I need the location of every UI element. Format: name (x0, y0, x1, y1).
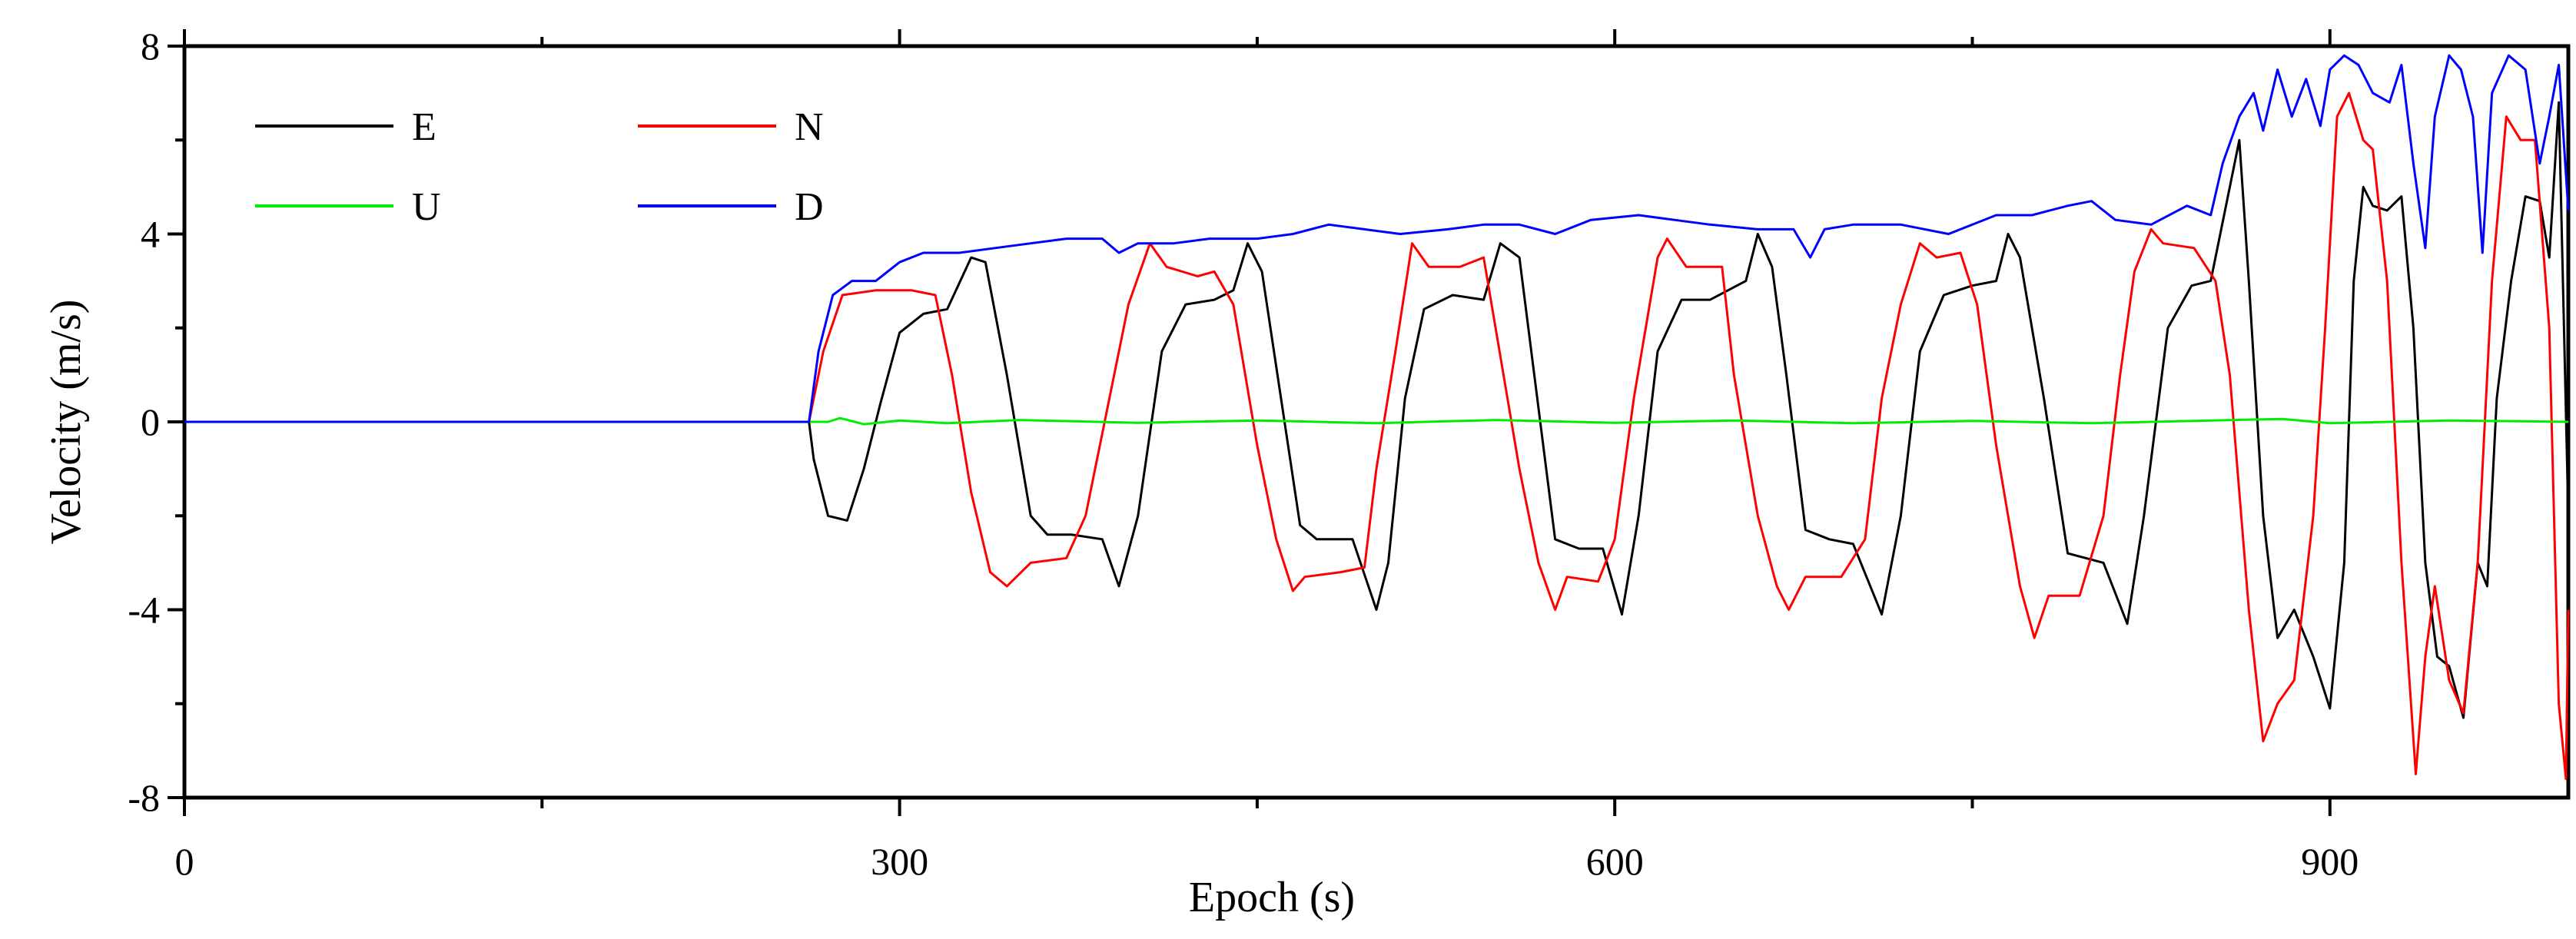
legend-label-N: N (795, 105, 824, 149)
y-axis-title: Velocity (m/s) (42, 300, 90, 545)
y-tick-label: -8 (128, 776, 160, 819)
y-tick-label: -4 (128, 589, 160, 632)
x-tick-label: 900 (2301, 840, 2359, 883)
series-line-U (184, 416, 2569, 426)
legend-label-D: D (795, 185, 824, 229)
series-line-D (184, 54, 2570, 423)
x-axis-title: Epoch (s) (1189, 874, 1355, 921)
legend-label-E: E (412, 105, 437, 149)
legend-label-U: U (412, 185, 441, 229)
x-tick-label: 0 (175, 840, 194, 883)
series-lines (184, 54, 2570, 780)
series-line-N (184, 91, 2570, 780)
y-tick-label: 8 (141, 25, 160, 68)
x-tick-label: 600 (1586, 840, 1644, 883)
y-tick-label: 4 (141, 213, 160, 256)
axis-ticks (168, 29, 2332, 816)
y-tick-label: 0 (141, 400, 160, 443)
x-tick-label: 300 (871, 840, 928, 883)
series-line-E (184, 101, 2570, 719)
axis-tick-labels: 0 300 600 900 -8 -4 0 4 8 (128, 25, 2359, 883)
legend: E N U D (255, 105, 824, 229)
